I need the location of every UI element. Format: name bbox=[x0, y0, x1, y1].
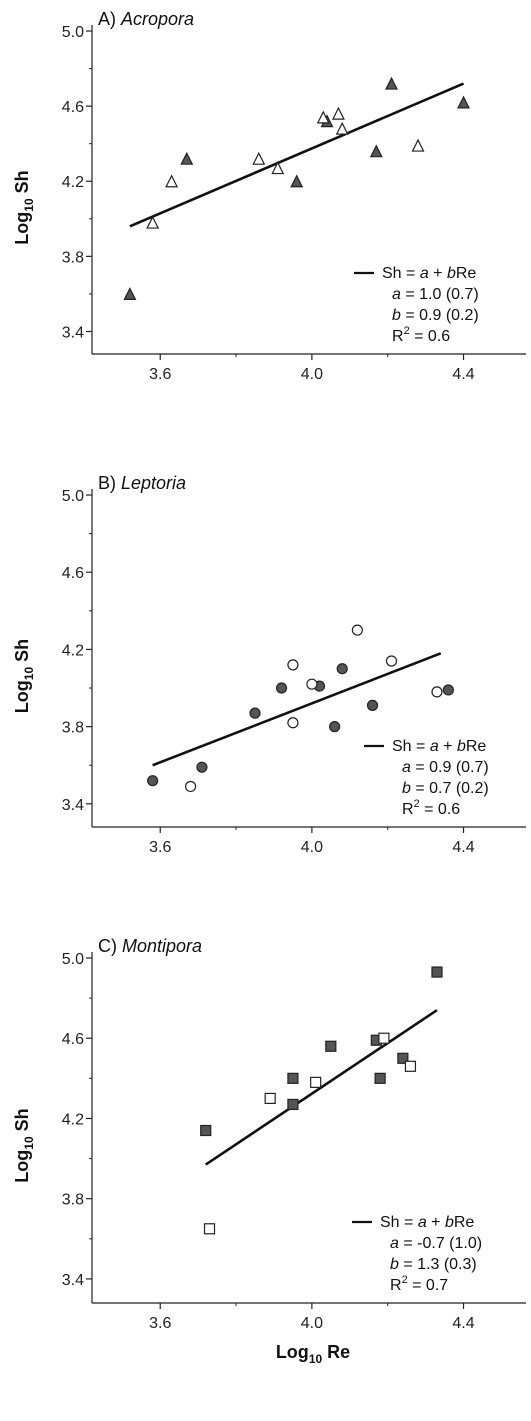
filled-square-point bbox=[431, 966, 443, 978]
legend-b-value: b = 1.3 (0.3) bbox=[390, 1256, 477, 1273]
y-tick-label: 3.4 bbox=[62, 324, 84, 341]
open-square-point bbox=[264, 1092, 276, 1105]
regression-line bbox=[129, 82, 465, 228]
open-circle-point bbox=[385, 655, 398, 667]
open-triangle-point bbox=[252, 151, 266, 165]
regression-line bbox=[205, 1009, 438, 1166]
legend-equation: Sh = a + bRe bbox=[392, 738, 486, 755]
open-triangle-point bbox=[411, 138, 425, 152]
open-triangle-point bbox=[146, 215, 160, 229]
x-tick-label: 4.0 bbox=[301, 839, 323, 856]
filled-circle-point bbox=[329, 721, 341, 733]
panel-c: 5.0 4.6 4.2 3.8 3.4 3.6 4.0 4.4 C) Montipora Log1… bbox=[12, 936, 526, 1366]
regression-line bbox=[152, 652, 442, 767]
x-axis-label: Log10 Re bbox=[276, 1342, 350, 1366]
panel-title: C) Montipora bbox=[98, 936, 202, 956]
legend-a-value: a = 0.9 (0.7) bbox=[402, 759, 489, 776]
filled-triangle-point bbox=[180, 151, 194, 165]
filled-triangle-point bbox=[457, 95, 470, 109]
y-axis-label: Log10 Sh bbox=[12, 1108, 36, 1182]
open-triangle-point bbox=[331, 106, 345, 120]
filled-circle-point bbox=[147, 775, 159, 787]
filled-square-point bbox=[374, 1072, 386, 1084]
y-tick-label: 3.4 bbox=[62, 797, 84, 814]
x-tick-label: 3.6 bbox=[149, 1315, 171, 1332]
legend-a-value: a = -0.7 (1.0) bbox=[390, 1235, 482, 1252]
panel-title: A) Acropora bbox=[98, 9, 194, 29]
filled-triangle-point bbox=[290, 174, 304, 188]
filled-square-point bbox=[397, 1052, 409, 1064]
open-circle-point bbox=[287, 717, 299, 729]
y-tick-label: 4.6 bbox=[62, 565, 84, 582]
y-tick-label: 3.8 bbox=[62, 1192, 84, 1209]
y-tick-label: 5.0 bbox=[62, 951, 84, 968]
filled-circle-point bbox=[366, 699, 379, 711]
legend-a-value: a = 1.0 (0.7) bbox=[392, 286, 479, 303]
filled-square-point bbox=[287, 1072, 299, 1084]
panel-b: 5.0 4.6 4.2 3.8 3.4 3.6 4.0 4.4 B) Leptoria Log10… bbox=[12, 473, 526, 856]
filled-triangle-point bbox=[369, 144, 383, 158]
x-tick-label: 4.0 bbox=[301, 1315, 323, 1332]
open-circle-point bbox=[184, 780, 197, 793]
filled-circle-point bbox=[249, 707, 261, 719]
x-tick-label: 4.4 bbox=[452, 1315, 474, 1332]
y-tick-label: 4.2 bbox=[62, 174, 84, 191]
open-square-point bbox=[203, 1223, 216, 1235]
open-circle-point bbox=[287, 659, 299, 671]
x-tick-label: 4.4 bbox=[452, 839, 474, 856]
legend-b-value: b = 0.9 (0.2) bbox=[392, 307, 479, 324]
x-tick-label: 4.4 bbox=[452, 366, 474, 383]
y-tick-label: 4.2 bbox=[62, 1111, 84, 1128]
open-triangle-point bbox=[316, 110, 330, 124]
x-tick-label: 4.0 bbox=[301, 366, 323, 383]
filled-circle-point bbox=[275, 682, 288, 694]
y-axis-label: Log10 Sh bbox=[12, 639, 36, 713]
legend-equation: Sh = a + bRe bbox=[380, 1214, 474, 1231]
open-square-point bbox=[378, 1032, 390, 1044]
filled-circle-point bbox=[336, 663, 348, 675]
y-tick-label: 3.8 bbox=[62, 249, 84, 266]
open-triangle-point bbox=[271, 161, 285, 175]
open-circle-point bbox=[351, 624, 363, 636]
y-tick-label: 4.6 bbox=[62, 99, 84, 116]
filled-square-point bbox=[200, 1124, 212, 1137]
open-triangle-point bbox=[165, 174, 179, 188]
legend-r-squared: R2 = 0.7 bbox=[390, 1274, 448, 1294]
panel-a: 5.0 4.6 4.2 3.8 3.4 3.6 4.0 4.4 A) Acropora Log10… bbox=[12, 9, 526, 383]
y-tick-label: 4.6 bbox=[62, 1031, 84, 1048]
x-tick-label: 3.6 bbox=[149, 839, 171, 856]
legend-r-squared: R2 = 0.6 bbox=[402, 798, 460, 818]
open-circle-point bbox=[431, 686, 443, 698]
filled-triangle-point bbox=[385, 76, 398, 90]
legend-r-squared: R2 = 0.6 bbox=[392, 325, 450, 345]
filled-circle-point bbox=[442, 684, 454, 696]
y-tick-label: 4.2 bbox=[62, 642, 84, 659]
open-square-point bbox=[310, 1076, 322, 1088]
filled-circle-point bbox=[196, 761, 208, 773]
filled-square-point bbox=[287, 1098, 299, 1111]
y-tick-label: 3.8 bbox=[62, 720, 84, 737]
legend-equation: Sh = a + bRe bbox=[382, 265, 476, 282]
x-tick-label: 3.6 bbox=[149, 366, 171, 383]
open-square-point bbox=[404, 1060, 417, 1072]
legend-b-value: b = 0.7 (0.2) bbox=[402, 780, 489, 797]
open-triangle-point bbox=[335, 121, 349, 135]
y-axis-label: Log10 Sh bbox=[12, 170, 36, 244]
y-tick-label: 5.0 bbox=[62, 24, 84, 41]
y-tick-label: 3.4 bbox=[62, 1272, 84, 1289]
y-tick-label: 5.0 bbox=[62, 488, 84, 505]
filled-square-point bbox=[325, 1040, 337, 1052]
filled-triangle-point bbox=[123, 287, 137, 301]
panel-title: B) Leptoria bbox=[98, 473, 186, 493]
open-circle-point bbox=[306, 678, 318, 690]
